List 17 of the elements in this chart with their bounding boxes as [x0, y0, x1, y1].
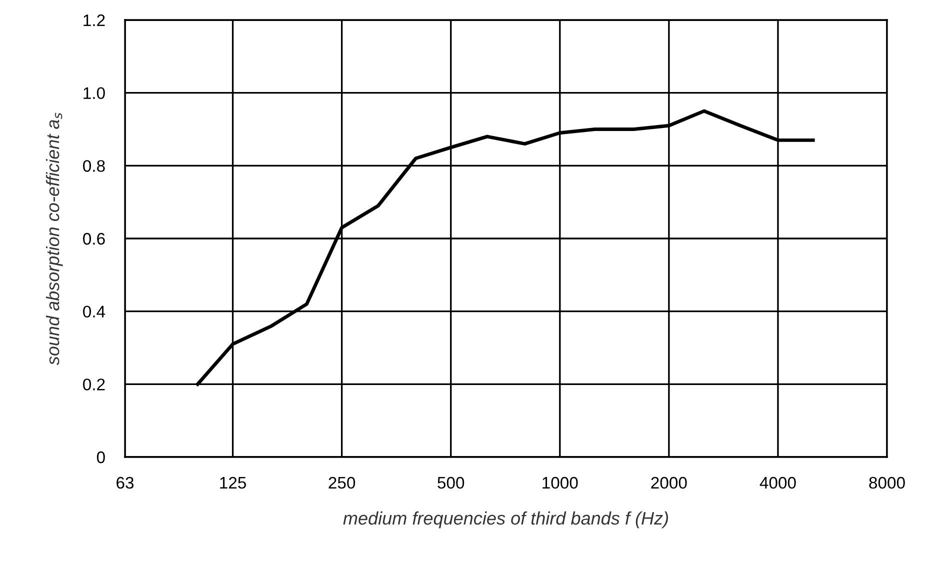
x-tick-label: 8000 [869, 476, 905, 489]
x-tick-label: 63 [116, 476, 134, 489]
x-tick-label: 500 [438, 476, 464, 489]
x-tick-label: 125 [220, 476, 246, 489]
x-tick-label: 2000 [651, 476, 687, 489]
x-tick-label: 1000 [542, 476, 578, 489]
x-axis-title: medium frequencies of third bands f (Hz) [343, 511, 668, 528]
x-tick-label: 4000 [760, 476, 796, 489]
y-tick-label: 0.6 [83, 232, 105, 245]
y-tick-label: 0.4 [83, 306, 106, 318]
y-tick-label: 1.2 [84, 14, 105, 26]
y-tick-label: 0.2 [83, 378, 105, 390]
x-tick-label: 250 [328, 476, 356, 489]
y-axis-title: sound absorption co-efficient a$_{s}$ [46, 112, 63, 366]
y-tick-label: 0.8 [83, 160, 105, 172]
y-tick-label: 0 [96, 451, 105, 464]
y-tick-label: 1.0 [84, 87, 105, 100]
